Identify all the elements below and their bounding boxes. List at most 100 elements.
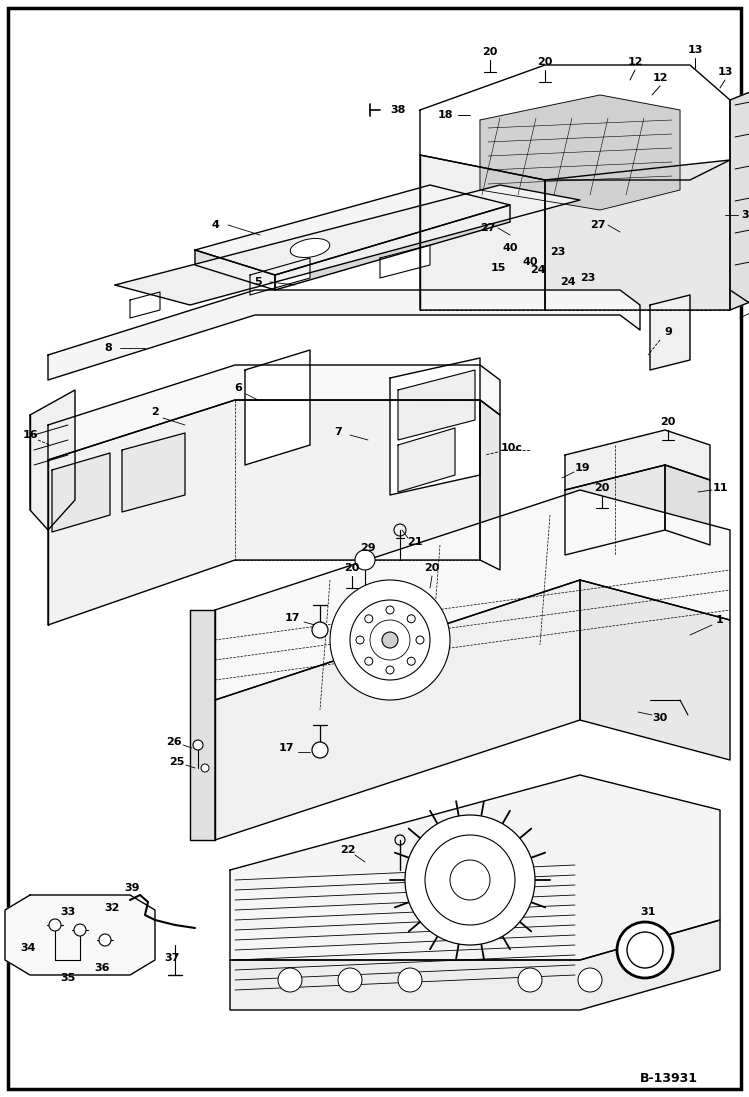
Text: 20: 20 [661, 417, 676, 427]
Circle shape [278, 968, 302, 992]
Polygon shape [122, 433, 185, 512]
Text: 18: 18 [437, 110, 452, 120]
Text: B-13931: B-13931 [640, 1072, 698, 1085]
Polygon shape [215, 490, 730, 700]
Circle shape [74, 924, 86, 936]
Text: 19: 19 [574, 463, 589, 473]
Circle shape [312, 622, 328, 638]
Polygon shape [5, 895, 155, 975]
Circle shape [355, 550, 375, 570]
Text: 9: 9 [664, 327, 672, 337]
Circle shape [578, 968, 602, 992]
Text: 20: 20 [537, 57, 553, 67]
Polygon shape [52, 453, 110, 532]
Circle shape [330, 580, 450, 700]
Polygon shape [190, 610, 215, 840]
Text: 22: 22 [340, 845, 356, 855]
Text: 5: 5 [254, 278, 262, 287]
Circle shape [99, 934, 111, 946]
Text: 25: 25 [169, 757, 185, 767]
Text: 35: 35 [61, 973, 76, 983]
Text: 24: 24 [530, 265, 546, 275]
Text: 33: 33 [61, 907, 76, 917]
Circle shape [312, 742, 328, 758]
Text: 12: 12 [652, 73, 668, 83]
Polygon shape [565, 465, 665, 555]
Text: 26: 26 [166, 737, 182, 747]
Polygon shape [230, 920, 720, 1010]
Polygon shape [580, 580, 730, 760]
Polygon shape [48, 400, 480, 625]
Text: 13: 13 [688, 45, 703, 55]
Polygon shape [380, 245, 430, 278]
Text: 39: 39 [124, 883, 140, 893]
Text: 8: 8 [104, 343, 112, 353]
Ellipse shape [291, 238, 330, 258]
Polygon shape [195, 185, 510, 275]
Polygon shape [275, 205, 510, 290]
Polygon shape [480, 400, 500, 570]
Text: 3: 3 [742, 210, 749, 220]
Polygon shape [480, 95, 680, 210]
Circle shape [518, 968, 542, 992]
Polygon shape [420, 155, 545, 310]
Polygon shape [250, 258, 310, 295]
Polygon shape [420, 65, 730, 180]
Polygon shape [730, 80, 749, 310]
Text: 2: 2 [151, 407, 159, 417]
Polygon shape [665, 465, 710, 545]
Text: 27: 27 [480, 223, 496, 233]
Text: 34: 34 [20, 943, 36, 953]
Polygon shape [48, 365, 500, 460]
Text: 37: 37 [164, 953, 180, 963]
Polygon shape [245, 350, 310, 465]
Text: 7: 7 [334, 427, 342, 437]
Text: 29: 29 [360, 543, 376, 553]
Text: 40: 40 [503, 244, 518, 253]
Polygon shape [195, 250, 275, 290]
Text: 4: 4 [211, 220, 219, 230]
Polygon shape [30, 391, 75, 530]
Circle shape [338, 968, 362, 992]
Polygon shape [115, 185, 580, 305]
Text: 20: 20 [425, 563, 440, 573]
Text: 27: 27 [590, 220, 606, 230]
Polygon shape [545, 160, 730, 310]
Text: 40: 40 [522, 257, 538, 267]
Circle shape [398, 968, 422, 992]
Polygon shape [215, 580, 580, 840]
Polygon shape [650, 295, 690, 370]
Text: 12: 12 [627, 57, 643, 67]
Text: 31: 31 [640, 907, 655, 917]
Text: 17: 17 [285, 613, 300, 623]
Text: 23: 23 [580, 273, 595, 283]
Circle shape [617, 921, 673, 979]
Circle shape [201, 764, 209, 772]
Text: 16: 16 [22, 430, 37, 440]
Text: 36: 36 [94, 963, 110, 973]
Text: 10c: 10c [501, 443, 523, 453]
Polygon shape [390, 358, 480, 495]
Text: 20: 20 [345, 563, 360, 573]
Circle shape [193, 740, 203, 750]
Text: 24: 24 [560, 278, 576, 287]
Circle shape [382, 632, 398, 648]
Polygon shape [130, 292, 160, 318]
Circle shape [405, 815, 535, 945]
Circle shape [49, 919, 61, 931]
Polygon shape [398, 428, 455, 491]
Text: 30: 30 [652, 713, 667, 723]
Polygon shape [565, 430, 710, 490]
Text: 32: 32 [104, 903, 120, 913]
Text: 15: 15 [491, 263, 506, 273]
Polygon shape [48, 290, 640, 380]
Text: 20: 20 [482, 47, 497, 57]
Text: 13: 13 [718, 67, 733, 77]
Text: 17: 17 [278, 743, 294, 753]
Text: 6: 6 [234, 383, 242, 393]
Text: 1: 1 [716, 615, 724, 625]
Polygon shape [230, 774, 720, 960]
Text: 20: 20 [594, 483, 610, 493]
Text: 11: 11 [712, 483, 728, 493]
Text: 23: 23 [551, 247, 565, 257]
